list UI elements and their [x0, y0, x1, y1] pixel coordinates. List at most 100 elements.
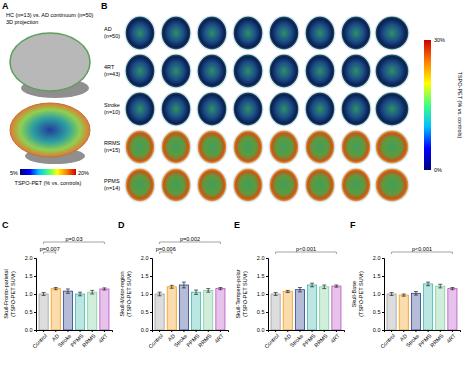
y-tick: 2.0	[257, 255, 268, 261]
y-tick-label: 1.5	[141, 273, 149, 279]
x-tick: RRMS	[197, 330, 213, 348]
y-tick: 1.5	[257, 273, 268, 279]
y-tick-label: 1.0	[373, 291, 381, 297]
brain-slice	[375, 92, 409, 126]
x-tick-mark	[55, 330, 56, 332]
y-tick: 0.5	[373, 309, 384, 315]
y-tick-label: 0.0	[257, 327, 265, 333]
bar	[179, 285, 188, 330]
panel-label: E	[234, 220, 240, 230]
x-tick-mark	[336, 330, 337, 332]
error-bar	[194, 290, 198, 294]
y-tick-mark	[34, 294, 36, 295]
brain-slice	[197, 130, 227, 164]
error-bar	[450, 288, 454, 290]
row-n: (n=10)	[104, 109, 120, 115]
bar	[39, 294, 48, 330]
axis-line	[269, 331, 345, 333]
y-tick-label: 0.5	[25, 309, 33, 315]
colorbar-label: TSPO-PET (% vs. controls)	[15, 180, 82, 186]
y-tick-label: 2.0	[373, 255, 381, 261]
y-tick-mark	[150, 294, 152, 295]
y-tick: 0.0	[257, 327, 268, 333]
x-axis: ControlADStrokePPMSRRMS4RT	[31, 330, 112, 349]
x-tick-mark	[92, 330, 93, 332]
brain-slice	[125, 92, 155, 126]
x-axis: ControlADStrokePPMSRRMS4RT	[263, 330, 344, 349]
bar	[155, 294, 164, 330]
y-tick-label: 0.0	[373, 327, 381, 333]
brain-slice	[161, 54, 191, 88]
brain-slice	[233, 54, 263, 88]
brain-slice	[341, 54, 371, 88]
y-tick: 1.0	[25, 291, 36, 297]
x-tick: RRMS	[313, 330, 329, 348]
bar	[308, 285, 317, 330]
y-tick-label: 1.0	[25, 291, 33, 297]
y-tick-label: 2.0	[257, 255, 265, 261]
x-tick-mark	[171, 330, 172, 332]
bar	[63, 291, 72, 330]
error-bar	[274, 293, 278, 296]
error-bar	[390, 293, 394, 296]
row-label: PPMS	[104, 178, 120, 184]
x-tick-label: Control	[263, 333, 280, 350]
brain-slice	[125, 54, 155, 88]
y-tick-label: 1.5	[257, 273, 265, 279]
y-tick: 0.5	[257, 309, 268, 315]
error-bar	[102, 288, 106, 290]
row-label: 4RT	[104, 64, 115, 70]
bar-chart: ESkull-Tempero-polar(TSPO-PET SUVr)0.00.…	[234, 220, 345, 349]
error-bar	[90, 290, 94, 294]
x-tick-mark	[287, 330, 288, 332]
panel-label: B	[101, 1, 108, 11]
brain-slice	[305, 130, 335, 164]
y-axis-title: (TSPO-PET SUVr)	[358, 271, 364, 317]
error-bar	[286, 290, 290, 292]
x-tick-label: RRMS	[81, 332, 97, 348]
brain-slice	[375, 16, 409, 50]
x-tick: RRMS	[81, 330, 97, 348]
x-tick-label: RRMS	[197, 332, 213, 348]
x-tick-mark	[43, 330, 44, 332]
axis-line	[153, 331, 229, 333]
x-tick-label: RRMS	[429, 332, 445, 348]
error-bar	[334, 285, 338, 287]
row-label: AD	[104, 26, 112, 32]
brain-slice	[269, 54, 299, 88]
significance-bracket	[392, 252, 453, 254]
x-tick: AD	[50, 330, 60, 342]
colorbar-tick-label: 0%	[434, 167, 442, 173]
bar	[332, 286, 341, 330]
y-tick: 0.5	[25, 309, 36, 315]
x-tick-label: Control	[31, 333, 48, 350]
bar	[320, 287, 329, 330]
y-tick: 0.0	[25, 327, 36, 333]
y-tick-label: 1.0	[141, 291, 149, 297]
x-tick-mark	[80, 330, 81, 332]
y-axis-title: (TSPO-PET SUVr)	[242, 271, 248, 317]
y-tick: 1.5	[141, 273, 152, 279]
bar	[283, 291, 292, 330]
bar-chart: DSkull-Motor-region(TSPO-PET SUVr)0.00.5…	[118, 220, 229, 349]
brain-slice	[269, 92, 299, 126]
bar	[399, 295, 408, 330]
row-n: (n=15)	[104, 147, 120, 153]
error-bar	[42, 293, 46, 296]
significance-bracket	[44, 242, 105, 244]
plot-marks	[39, 288, 109, 330]
plot-marks	[155, 282, 225, 330]
bar	[411, 293, 420, 330]
axis-line	[37, 331, 113, 333]
error-bar	[310, 283, 314, 287]
x-tick: 4RT	[97, 330, 109, 344]
brain-slice	[161, 130, 191, 164]
brain-slice	[161, 16, 191, 50]
brain-3d	[10, 33, 90, 91]
y-axis: 0.00.51.01.52.0	[257, 255, 269, 333]
x-tick: Control	[379, 330, 396, 349]
y-tick-label: 1.5	[373, 273, 381, 279]
x-tick-mark	[67, 330, 68, 332]
brain-slice	[233, 130, 263, 164]
x-tick-mark	[440, 330, 441, 332]
